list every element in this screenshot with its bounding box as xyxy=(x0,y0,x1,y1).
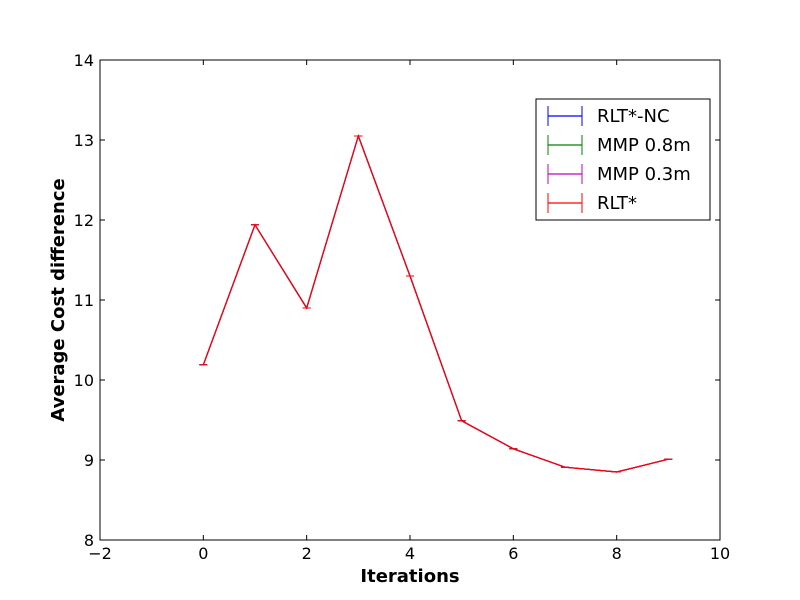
x-tick-label: 4 xyxy=(405,544,415,563)
legend-label: RLT* xyxy=(597,193,637,214)
legend-label: MMP 0.8m xyxy=(597,135,691,156)
x-axis-label: Iterations xyxy=(360,566,459,587)
legend-label: MMP 0.3m xyxy=(597,164,691,185)
x-tick-label: 8 xyxy=(612,544,622,563)
series-line xyxy=(202,134,669,473)
x-tick-label: 0 xyxy=(198,544,208,563)
y-tick-label: 8 xyxy=(84,531,94,550)
legend-entry: MMP 0.8m xyxy=(547,135,691,156)
plot-marks xyxy=(199,134,673,473)
y-tick-label: 14 xyxy=(74,51,94,70)
y-tick-label: 9 xyxy=(84,451,94,470)
legend-entry: RLT*-NC xyxy=(547,106,670,127)
y-tick-label: 12 xyxy=(74,211,94,230)
x-tick-label: 2 xyxy=(302,544,312,563)
y-tick-label: 11 xyxy=(74,291,94,310)
x-tick-label: 6 xyxy=(508,544,518,563)
legend-label: RLT*-NC xyxy=(597,106,670,127)
y-tick-label: 10 xyxy=(74,371,94,390)
legend-frame xyxy=(535,98,711,221)
legend: RLT*-NC MMP 0.8m MMP 0.3m RLT* xyxy=(535,98,711,221)
y-axis-label: Average Cost difference xyxy=(48,178,69,421)
legend-entry: MMP 0.3m xyxy=(547,164,691,185)
y-tick-label: 13 xyxy=(74,131,94,150)
x-tick-label: 10 xyxy=(710,544,730,563)
legend-entry: RLT* xyxy=(547,193,637,214)
x-tick-label: −2 xyxy=(88,544,112,563)
axis-ticks: −2 0 2 4 6 8 10 8 9 10 11 12 13 14 xyxy=(74,51,731,563)
series-rlt- xyxy=(199,134,673,473)
